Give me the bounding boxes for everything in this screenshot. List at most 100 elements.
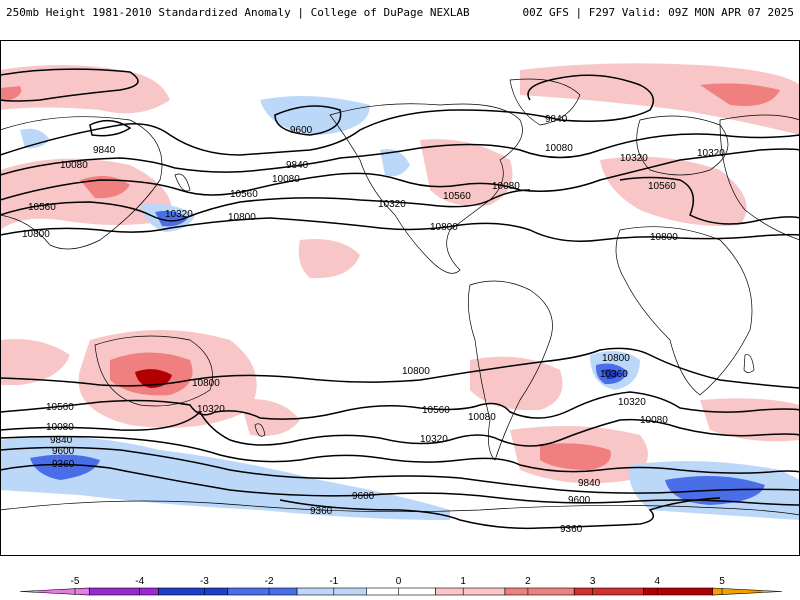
colorbar-tick-label: 1 [460, 576, 466, 587]
contour-line [0, 410, 800, 447]
colorbar-segment [643, 587, 714, 596]
anomaly-positive [520, 63, 800, 136]
anomaly-negative-max [603, 369, 620, 380]
colorbar-tick-label: 2 [525, 576, 531, 587]
colorbar-ticks: -5 -4 -3 -2 -1 0 1 2 3 4 5 [71, 576, 725, 595]
contour-line [619, 176, 800, 225]
anomaly-map: 9600 9840 10080 10560 10320 10800 9840 1… [0, 40, 800, 556]
anomaly-positive-strong [540, 443, 611, 470]
contour-label: 9840 [545, 114, 568, 125]
anomaly-positive [600, 156, 747, 226]
colorbar-segment [227, 587, 298, 596]
contour-line [0, 435, 800, 474]
anomaly-positive [0, 339, 70, 385]
contour-line [0, 347, 800, 389]
contour-line [89, 119, 132, 137]
contour-line [279, 497, 721, 530]
anomaly-positive-max [135, 369, 172, 388]
colorbar-tick-label: -5 [71, 576, 80, 587]
colorbar-tick-label: -2 [265, 576, 274, 587]
contour-line [0, 189, 531, 222]
contour-label: 10560 [443, 191, 471, 202]
contour-label: 10320 [165, 209, 193, 220]
anomaly-positive [298, 239, 360, 279]
contour-label: 10320 [420, 434, 448, 445]
contour-label: 10320 [620, 153, 648, 164]
contour-label: 10080 [492, 181, 520, 192]
contour-line [274, 105, 342, 136]
contour-line [0, 68, 139, 102]
contour-label: 9600 [52, 446, 75, 457]
colorbar-segment [366, 587, 436, 596]
colorbar-tick-label: 0 [396, 576, 402, 587]
colorbar-tick-label: -3 [200, 576, 209, 587]
colorbar-segment [158, 587, 229, 596]
contour-label: 9840 [93, 145, 116, 156]
anomaly-negative [0, 436, 450, 520]
colorbar-segment [504, 587, 575, 596]
anomaly-positive [240, 399, 300, 436]
contour-label: 10320 [378, 199, 406, 210]
colorbar-segment [19, 587, 90, 596]
south-america-outline [468, 280, 553, 461]
colorbar-tick-label: 3 [590, 576, 596, 587]
contour-label: 10320 [697, 148, 725, 159]
anomaly-negative [380, 149, 410, 177]
asia-east-outline [719, 114, 800, 241]
colorbar-tick-label: -1 [329, 576, 338, 587]
anomaly-positive [0, 65, 170, 114]
anomaly-negative-strong [155, 210, 188, 227]
contour-label: 10800 [192, 378, 220, 389]
contour-label: 9360 [560, 524, 583, 535]
anomaly-positive-strong [0, 86, 22, 100]
contour-label: 10560 [230, 189, 258, 200]
contour-label: 9360 [310, 506, 333, 517]
contour-label: 10560 [648, 181, 676, 192]
anomaly-positive [470, 356, 563, 411]
height-contours [0, 68, 800, 530]
header: 250mb Height 1981-2010 Standardized Anom… [0, 0, 800, 24]
anomaly-positive [0, 158, 172, 230]
colorbar-tick-label: -4 [135, 576, 144, 587]
contour-label: 9840 [286, 160, 309, 171]
contour-label: 10800 [602, 353, 630, 364]
contour-label: 9600 [568, 495, 591, 506]
contour-line [0, 133, 800, 176]
contour-label: 10320 [197, 404, 225, 415]
anomaly-negative [20, 128, 50, 149]
contour-label: 10800 [22, 229, 50, 240]
contour-label: 10800 [228, 212, 256, 223]
contour-label: 10080 [545, 143, 573, 154]
contour-label: 9840 [50, 435, 73, 446]
japan-outline [174, 173, 191, 192]
contour-label: 10080 [640, 415, 668, 426]
asia-outline [0, 116, 163, 250]
colorbar-segment [712, 587, 783, 596]
contour-line [0, 74, 655, 156]
colorbar-segment [435, 587, 506, 596]
contour-label: 10800 [402, 366, 430, 377]
europe-outline [636, 115, 729, 176]
contour-label: 9600 [290, 125, 313, 136]
colorbar-segment [88, 587, 159, 596]
contour-label: 10560 [422, 405, 450, 416]
run-valid-time: 00Z GFS | F297 Valid: 09Z MON APR 07 202… [522, 6, 794, 19]
new-zealand-outline [254, 423, 266, 437]
contour-label: 10800 [650, 232, 678, 243]
contour-label: 10800 [430, 222, 458, 233]
contour-label: 10080 [60, 160, 88, 171]
contour-label: 10360 [600, 369, 628, 380]
contour-label: 9360 [52, 459, 75, 470]
contour-label: 9600 [352, 491, 375, 502]
madagascar-outline [743, 354, 755, 373]
anomaly-shading [0, 63, 800, 520]
map-title: 250mb Height 1981-2010 Standardized Anom… [6, 6, 470, 19]
contour-label: 10080 [46, 422, 74, 433]
contour-line [0, 148, 800, 201]
colorbar-segment [573, 587, 644, 596]
anomaly-positive-strong [700, 83, 780, 106]
colorbar-segments [19, 587, 783, 596]
contour-line [0, 391, 800, 420]
contour-label: 10320 [618, 397, 646, 408]
contour-label: 9840 [578, 478, 601, 489]
